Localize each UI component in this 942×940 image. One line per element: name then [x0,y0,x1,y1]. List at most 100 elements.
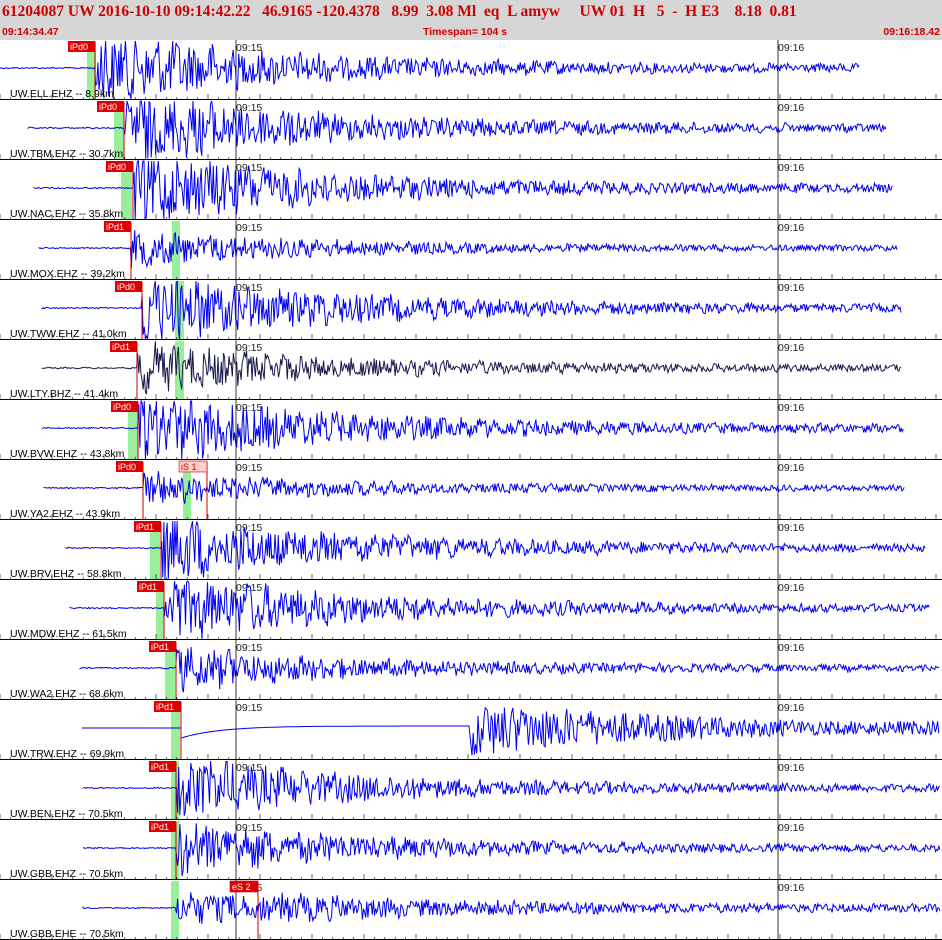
channel-row[interactable]: 09:15 09:16 iPd1 UW.BRV.EHZ -- 58.8km [0,520,942,580]
minute-label: 09:15 [236,642,262,654]
pick-zone-band [171,821,179,880]
p-pick-marker[interactable] [154,701,181,712]
waveform-trace [79,646,940,693]
p-pick-marker[interactable] [137,581,164,592]
time-ticks [0,454,937,460]
time-ticks [0,334,937,340]
p-pick-marker[interactable] [111,401,138,412]
minute-label: 09:16 [778,102,804,114]
channel-row[interactable]: 09:15 09:16 iPd0 UW.ELL.EHZ -- 8.9km [0,40,942,100]
p-pick-marker[interactable] [149,761,176,772]
channel-row[interactable]: 09:15 09:16 iPd1 UW.TRW.EHZ -- 69.9km [0,700,942,760]
waveform-trace [82,823,941,877]
waveform-trace [33,160,893,221]
p-pick-label: iPd0 [108,162,126,172]
minute-label: 09:16 [778,282,804,294]
time-ticks [0,514,937,520]
p-pick-label: iPd1 [112,342,130,352]
channel-row[interactable]: 09:15 09:16 iPd1 UW.WA2.EHZ -- 68.6km [0,640,942,700]
p-pick-marker[interactable] [115,281,142,292]
p-pick-label: iPd1 [151,762,169,772]
channel-row[interactable]: 09:15 09:16 iPd0 iS 1 UW.YA2.EHZ -- 43.9km [0,460,942,520]
p-pick-label: iPd0 [99,102,117,112]
p-pick-marker[interactable] [68,41,95,52]
minute-label: 09:16 [778,402,804,414]
waveform-trace [41,280,902,340]
minute-label: 09:15 [236,762,262,774]
channel-row[interactable]: 09:15 09:16 iPd1 UW.MOX.EHZ -- 39.2km [0,220,942,280]
window-end-time: 09:16:18.42 [883,26,940,38]
p-pick-label: iPd0 [118,462,136,472]
channel-row[interactable]: 09:15 09:16 iPd1 UW.LTY.BHZ -- 41.4km [0,340,942,400]
time-ticks [0,574,937,580]
channel-label: UW.TWW.EHZ -- 41.0km [10,328,127,340]
p-pick-marker[interactable] [110,341,137,352]
s-pick-marker[interactable] [229,880,259,893]
pick-zone-band [128,401,138,460]
s-pick-label: eS 2 [232,882,251,892]
p-pick-marker[interactable] [106,161,133,172]
p-pick-marker[interactable] [104,221,131,232]
channel-label: UW.BEN.EHZ -- 70.5km [10,808,123,820]
minute-label: 09:16 [778,582,804,594]
minute-label: 09:15 [236,462,262,474]
channel-label: UW.ELL.EHZ -- 8.9km [10,88,114,100]
time-ticks [0,814,937,820]
waveform-trace [82,706,940,756]
waveform-trace [0,40,860,100]
waveform-trace [82,760,940,816]
p-pick-label: iPd1 [139,582,157,592]
minute-label: 09:16 [778,762,804,774]
channel-label: UW.TRW.EHZ -- 69.9km [10,748,124,760]
channel-label: UW.WA2.EHZ -- 68.6km [10,688,124,700]
p-pick-label: iPd0 [117,282,135,292]
time-ticks [0,154,937,160]
channel-label: UW.GBB.EHE -- 70.5km [10,928,124,940]
time-ticks [0,214,937,220]
minute-label: 09:16 [778,642,804,654]
pick-zone-band [171,761,179,820]
waveform-trace [43,471,905,504]
channel-row[interactable]: 09:15 09:16 iPd1 UW.GBB.EHZ -- 70.5km [0,820,942,880]
pick-zone-band [171,881,179,940]
channel-row[interactable]: 09:15 09:16 iPd1 UW.MDW.EHZ -- 61.5km [0,580,942,640]
minute-label: 09:16 [778,522,804,534]
pick-zone-band [165,641,175,700]
time-ticks [0,694,937,700]
pick-zone-band [183,461,191,520]
p-pick-marker[interactable] [134,521,161,532]
channel-label: UW.YA2.EHZ -- 43.9km [10,508,120,520]
minute-label: 09:16 [778,342,804,354]
minute-label: 09:15 [236,342,262,354]
minute-label: 09:15 [236,42,262,54]
channel-row[interactable]: 09:15 09:16 iPd0 UW.BVW.EHZ -- 43.8km [0,399,942,460]
event-summary-title: 61204087 UW 2016-10-10 09:14:42.22 46.91… [2,3,797,20]
s-pick-marker[interactable] [178,460,208,473]
minute-label: 09:15 [236,522,262,534]
channel-label: UW.BRV.EHZ -- 58.8km [10,568,122,580]
p-pick-label: iPd1 [151,642,169,652]
waveform-trace [27,100,887,159]
minute-label: 09:15 [236,702,262,714]
pick-zone-band [150,521,160,580]
p-pick-marker[interactable] [97,101,124,112]
p-pick-marker[interactable] [116,461,143,472]
channel-label: UW.BVW.EHZ -- 43.8km [10,448,125,460]
channel-label: UW.NAC.EHZ -- 35.8km [10,208,123,220]
minute-label: 09:15 [236,222,262,234]
minute-label: 09:15 [236,582,262,594]
pick-zone-band [171,701,180,760]
p-pick-marker[interactable] [149,641,176,652]
channel-row[interactable]: 09:15 09:16 iPd0 UW.TBM.EHZ -- 30.7km [0,100,942,160]
p-pick-label: iPd0 [70,42,88,52]
channel-label: UW.LTY.BHZ -- 41.4km [10,388,118,400]
event-header: 61204087 UW 2016-10-10 09:14:42.22 46.91… [0,0,942,40]
channel-label: UW.GBB.EHZ -- 70.5km [10,868,123,880]
p-pick-marker[interactable] [149,821,176,832]
channel-row[interactable]: 09:15 09:16 iPd1 UW.BEN.EHZ -- 70.5km [0,760,942,820]
minute-label: 09:16 [778,702,804,714]
